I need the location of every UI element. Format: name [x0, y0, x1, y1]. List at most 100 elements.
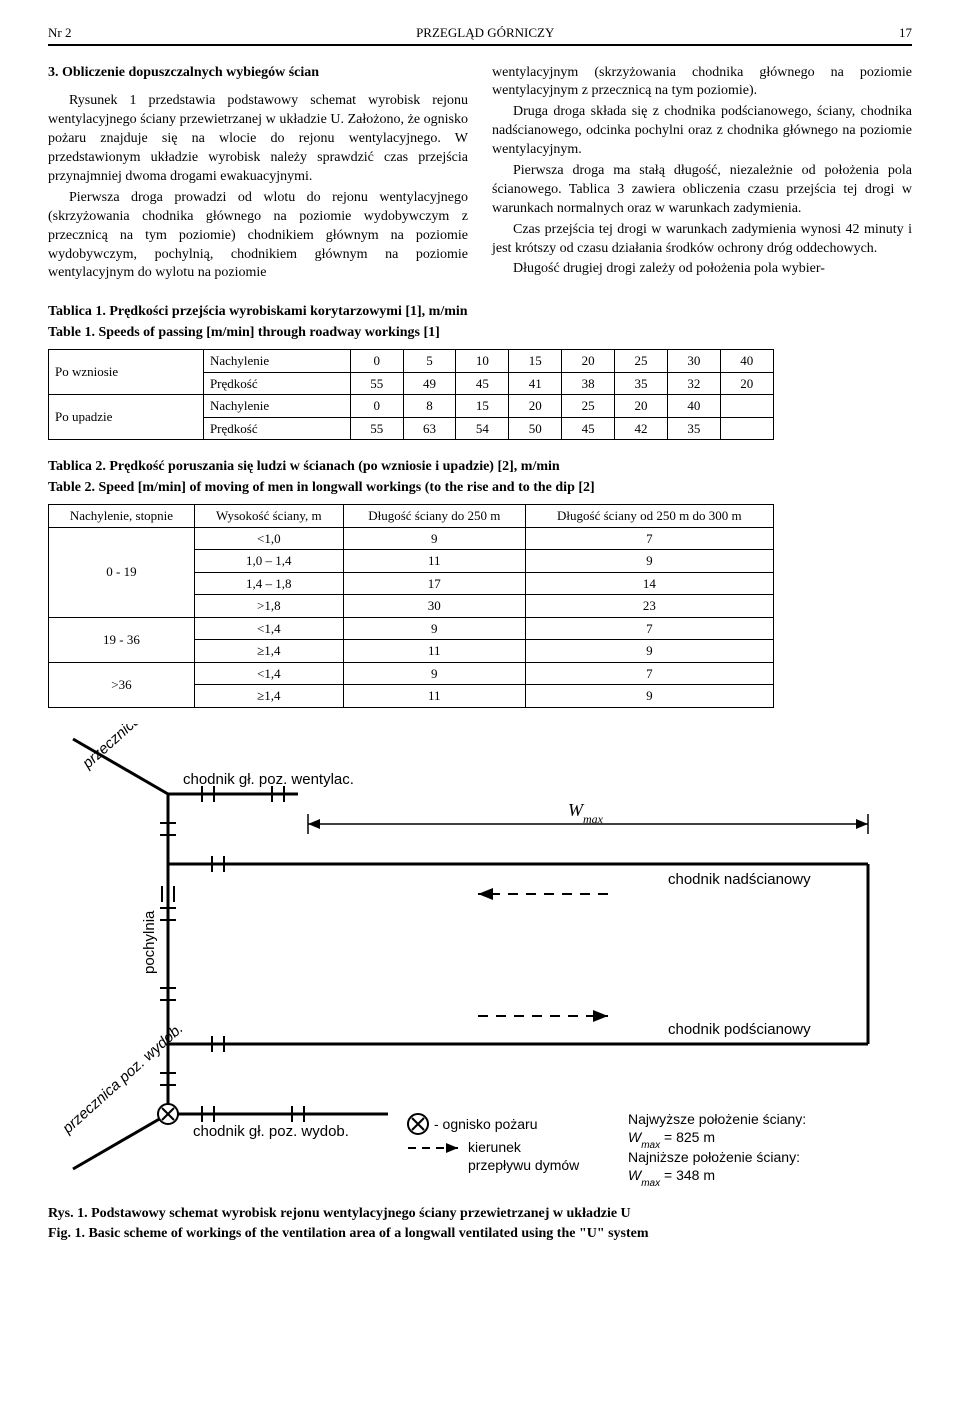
table2-cell: <1,4 — [194, 617, 343, 640]
table1-cell: 35 — [615, 372, 668, 395]
svg-text:przepływu dymów: przepływu dymów — [468, 1157, 580, 1173]
table1-caption-en: Table 1. Speeds of passing [m/min] throu… — [48, 324, 912, 343]
right-para-5: Długość drugiej drogi zależy od położeni… — [492, 260, 912, 279]
right-para-3: Pierwsza droga ma stałą długość, niezale… — [492, 162, 912, 219]
table2-cell: 9 — [525, 640, 773, 663]
table1-cell: 0 — [350, 350, 403, 373]
table1-cell: 8 — [403, 395, 456, 418]
table1-cell — [720, 417, 773, 440]
table2-group: 19 - 36 — [49, 617, 195, 662]
table1-cell: 20 — [509, 395, 562, 418]
table2-cell: 11 — [343, 640, 525, 663]
table2-cell: 11 — [343, 550, 525, 573]
left-para-1: Rysunek 1 przedstawia podstawowy schemat… — [48, 92, 468, 186]
table2-cell: 7 — [525, 662, 773, 685]
table2-group: >36 — [49, 662, 195, 707]
table1-rowlabel: Prędkość — [203, 372, 350, 395]
table1-cell — [720, 395, 773, 418]
svg-text:chodnik gł. poz. wentylac.: chodnik gł. poz. wentylac. — [183, 771, 354, 788]
svg-text:Najniższe położenie ściany:: Najniższe położenie ściany: — [628, 1149, 800, 1165]
table1-cell: 54 — [456, 417, 509, 440]
right-para-2: Druga droga składa się z chodnika podści… — [492, 103, 912, 160]
svg-text:kierunek: kierunek — [468, 1139, 522, 1155]
figure-caption-pl: Rys. 1. Podstawowy schemat wyrobisk rejo… — [48, 1204, 912, 1224]
table1-cell: 15 — [509, 350, 562, 373]
table2-cell: 1,0 – 1,4 — [194, 550, 343, 573]
table2-cell: 23 — [525, 595, 773, 618]
table2-cell: ≥1,4 — [194, 640, 343, 663]
svg-text:- ognisko pożaru: - ognisko pożaru — [434, 1116, 538, 1132]
table1-caption-pl: Tablica 1. Prędkości przejścia wyrobiska… — [48, 303, 912, 322]
table1-cell: 15 — [456, 395, 509, 418]
svg-text:pochylnia: pochylnia — [141, 910, 158, 974]
svg-text:chodnik gł. poz. wydob.: chodnik gł. poz. wydob. — [193, 1123, 349, 1140]
table2-caption-pl: Tablica 2. Prędkość poruszania się ludzi… — [48, 458, 912, 477]
header-left: Nr 2 — [48, 24, 71, 42]
table2-cell: 7 — [525, 527, 773, 550]
table1-cell: 25 — [615, 350, 668, 373]
table1-cell: 41 — [509, 372, 562, 395]
table1-cell: 45 — [562, 417, 615, 440]
table2-cell: >1,8 — [194, 595, 343, 618]
figure-svg: przecznica poz. went.chodnik gł. poz. we… — [48, 724, 912, 1194]
table1-cell: 20 — [720, 372, 773, 395]
figure-caption-en: Fig. 1. Basic scheme of workings of the … — [48, 1224, 912, 1244]
table1-cell: 30 — [667, 350, 720, 373]
table1-cell: 32 — [667, 372, 720, 395]
table2-cell: 30 — [343, 595, 525, 618]
table2-header: Długość ściany od 250 m do 300 m — [525, 505, 773, 528]
table2-cell: 14 — [525, 572, 773, 595]
table2-cell: 9 — [525, 685, 773, 708]
svg-text:chodnik nadścianowy: chodnik nadścianowy — [668, 871, 811, 888]
table1-cell: 40 — [667, 395, 720, 418]
section-heading: 3. Obliczenie dopuszczalnych wybiegów śc… — [48, 64, 468, 83]
table2-header: Długość ściany do 250 m — [343, 505, 525, 528]
table1-cell: 45 — [456, 372, 509, 395]
table1-rowlabel: Nachylenie — [203, 395, 350, 418]
table1-cell: 35 — [667, 417, 720, 440]
table2-caption-en: Table 2. Speed [m/min] of moving of men … — [48, 479, 912, 498]
table1-cell: 49 — [403, 372, 456, 395]
body-columns: 3. Obliczenie dopuszczalnych wybiegów śc… — [48, 64, 912, 286]
svg-text:chodnik podścianowy: chodnik podścianowy — [668, 1021, 811, 1038]
table2-cell: 9 — [343, 662, 525, 685]
right-para-4: Czas przejścia tej drogi w warunkach zad… — [492, 221, 912, 259]
table1-cell: 40 — [720, 350, 773, 373]
table2-cell: 11 — [343, 685, 525, 708]
table1-caption: Tablica 1. Prędkości przejścia wyrobiska… — [48, 303, 912, 343]
table1-cell: 20 — [615, 395, 668, 418]
table2-caption: Tablica 2. Prędkość poruszania się ludzi… — [48, 458, 912, 498]
table1-cell: 20 — [562, 350, 615, 373]
table2-group: 0 - 19 — [49, 527, 195, 617]
table1-cell: 55 — [350, 417, 403, 440]
table2-header: Wysokość ściany, m — [194, 505, 343, 528]
table2-cell: 9 — [343, 527, 525, 550]
table2-cell: 7 — [525, 617, 773, 640]
table1-cell: 63 — [403, 417, 456, 440]
table2-cell: <1,0 — [194, 527, 343, 550]
table1-group: Po wzniosie — [49, 350, 204, 395]
table1-cell: 10 — [456, 350, 509, 373]
header-right: 17 — [899, 24, 912, 42]
table2-header: Nachylenie, stopnie — [49, 505, 195, 528]
table1-cell: 0 — [350, 395, 403, 418]
table1-cell: 5 — [403, 350, 456, 373]
table1: Po wzniosieNachylenie05101520253040Prędk… — [48, 349, 774, 440]
figure-1: przecznica poz. went.chodnik gł. poz. we… — [48, 724, 912, 1243]
table1-cell: 55 — [350, 372, 403, 395]
table1-cell: 25 — [562, 395, 615, 418]
table2-cell: 1,4 – 1,8 — [194, 572, 343, 595]
table2-cell: 9 — [525, 550, 773, 573]
table1-rowlabel: Prędkość — [203, 417, 350, 440]
page-header: Nr 2 PRZEGLĄD GÓRNICZY 17 — [48, 24, 912, 46]
right-para-1: wentylacyjnym (skrzyżowania chodnika głó… — [492, 64, 912, 102]
svg-text:Najwyższe położenie ściany:: Najwyższe położenie ściany: — [628, 1111, 806, 1127]
header-center: PRZEGLĄD GÓRNICZY — [416, 24, 554, 42]
table1-group: Po upadzie — [49, 395, 204, 440]
table2: Nachylenie, stopnieWysokość ściany, mDłu… — [48, 504, 774, 708]
table1-cell: 42 — [615, 417, 668, 440]
table2-cell: <1,4 — [194, 662, 343, 685]
table1-cell: 38 — [562, 372, 615, 395]
table2-cell: ≥1,4 — [194, 685, 343, 708]
left-para-2: Pierwsza droga prowadzi od wlotu do rejo… — [48, 189, 468, 283]
